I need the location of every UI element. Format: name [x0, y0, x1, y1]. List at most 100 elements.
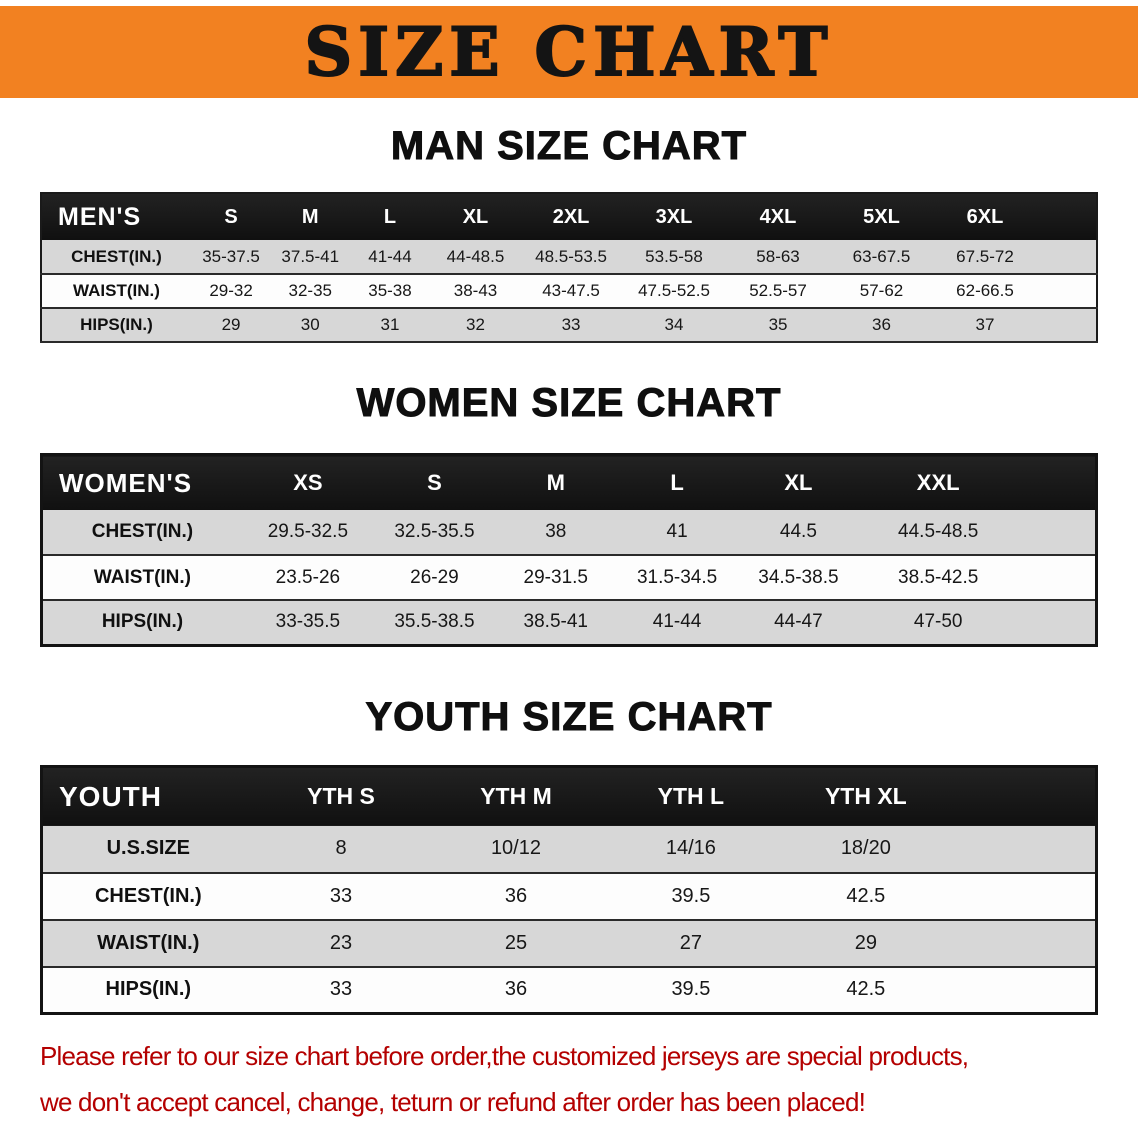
table-cell: 37: [975, 315, 995, 334]
spacer-cell: [1037, 308, 1097, 342]
table-cell: 58-63: [756, 246, 800, 266]
spacer-cell: [1017, 600, 1096, 645]
table-cell: 41-44: [652, 611, 702, 633]
table-cell: 39.5: [671, 884, 711, 907]
women-section: WOMEN SIZE CHART WOMEN'S XS S M L XL XXL CHEST(…: [0, 381, 1138, 647]
table-cell: 18/20: [840, 837, 891, 859]
table-cell: 44-47: [774, 611, 823, 633]
youth-heading: YOUTH SIZE CHART: [365, 694, 773, 739]
table-cell: 36: [504, 978, 528, 1001]
table-cell: 34: [664, 315, 684, 334]
table-row: CHEST(IN.) 33 36 39.5 42.5: [41, 872, 1097, 920]
table-row: U.S.SIZE 8 10/12 14/16 18/20: [41, 825, 1097, 873]
table-cell: 14/16: [665, 837, 716, 859]
spacer-cell: [1037, 274, 1097, 308]
table-cell: 10/12: [490, 837, 541, 859]
table-corner-label: MEN'S: [41, 193, 191, 240]
row-label: WAIST(IN.): [93, 566, 192, 588]
column-header: XL: [430, 193, 521, 240]
table-cell: 35: [768, 315, 788, 334]
table-cell: 25: [504, 931, 528, 954]
spacer-cell: [1017, 454, 1097, 510]
table-cell: 43-47.5: [542, 281, 600, 300]
table-cell: 29-32: [209, 281, 253, 300]
column-header: XS: [241, 454, 374, 510]
table-cell: 44.5: [779, 521, 817, 542]
table-cell: 33: [329, 978, 353, 1001]
row-label: CHEST(IN.): [91, 521, 194, 542]
table-row: WAIST(IN.) 23 25 27 29: [41, 919, 1097, 967]
column-header: 2XL: [520, 193, 622, 240]
table-cell: 34.5-38.5: [758, 566, 839, 588]
table-row: CHEST(IN.) 29.5-32.5 32.5-35.5 38 41 44.5 44.5…: [41, 510, 1097, 555]
table-cell: 27: [679, 931, 703, 954]
table-cell: 31: [380, 315, 400, 334]
column-header: YTH L: [603, 766, 779, 826]
column-header: L: [616, 454, 738, 510]
table-cell: 44-48.5: [446, 246, 505, 266]
column-header: 6XL: [933, 193, 1037, 240]
men-section: MAN SIZE CHART MEN'S S M L XL 2XL 3XL 4XL 5XL 6XL…: [0, 124, 1138, 343]
youth-size-table: YOUTH YTH S YTH M YTH L YTH XL U.S.SIZE 8 10/12…: [40, 764, 1098, 1015]
spacer-cell: [1017, 555, 1096, 600]
table-cell: 47.5-52.5: [638, 281, 710, 300]
table-header-row: MEN'S S M L XL 2XL 3XL 4XL 5XL 6XL: [41, 193, 1097, 240]
table-cell: 62-66.5: [956, 281, 1014, 300]
column-header: 5XL: [829, 193, 934, 240]
table-cell: 32: [466, 315, 485, 334]
table-cell: 8: [335, 837, 347, 859]
table-cell: 67.5-72: [956, 246, 1014, 266]
note-line-2: we don't accept cancel, change, teturn o…: [40, 1087, 866, 1117]
table-cell: 23: [329, 931, 353, 954]
table-row: HIPS(IN.) 33-35.5 35.5-38.5 38.5-41 41-44 44-…: [41, 600, 1097, 645]
table-row: WAIST(IN.) 23.5-26 26-29 29-31.5 31.5-34.5 34…: [41, 555, 1097, 600]
table-cell: 42.5: [846, 978, 886, 1001]
note-line-1: Please refer to our size chart before or…: [40, 1041, 969, 1071]
column-header: S: [190, 193, 272, 240]
table-cell: 52.5-57: [749, 281, 807, 300]
row-label: HIPS(IN.): [105, 978, 192, 1001]
order-note: Please refer to our size chart before or…: [40, 1033, 1138, 1125]
table-cell: 29: [854, 931, 877, 954]
column-header: S: [373, 454, 496, 510]
table-cell: 35-38: [368, 281, 412, 300]
table-header-row: YOUTH YTH S YTH M YTH L YTH XL: [41, 766, 1097, 826]
row-label: HIPS(IN.): [101, 611, 184, 633]
men-heading: MAN SIZE CHART: [390, 124, 748, 169]
spacer-cell: [953, 873, 1096, 920]
column-header: M: [495, 454, 617, 510]
column-header: L: [349, 193, 431, 240]
spacer-cell: [1036, 193, 1097, 240]
table-cell: 36: [872, 315, 891, 334]
table-cell: 37.5-41: [281, 246, 340, 266]
table-cell: 26-29: [410, 566, 459, 588]
page-title: SIZE CHART: [304, 13, 834, 91]
spacer-cell: [1017, 510, 1096, 555]
table-row: HIPS(IN.) 29 30 31 32 33 34 35 36 37: [41, 308, 1097, 342]
column-header: YTH S: [253, 766, 429, 826]
table-cell: 63-67.5: [852, 246, 911, 266]
table-cell: 41: [666, 521, 688, 542]
column-header: YTH M: [428, 766, 604, 826]
row-label: CHEST(IN.): [71, 246, 162, 266]
spacer-cell: [953, 826, 1096, 873]
column-header: M: [271, 193, 350, 240]
spacer-cell: [953, 967, 1096, 1014]
table-cell: 32-35: [288, 281, 332, 300]
table-cell: 53.5-58: [645, 246, 703, 266]
table-cell: 38.5-42.5: [898, 566, 979, 588]
column-header: YTH XL: [778, 766, 954, 826]
row-label: HIPS(IN.): [80, 315, 153, 334]
table-cell: 42.5: [846, 884, 886, 907]
table-row: HIPS(IN.) 33 36 39.5 42.5: [41, 966, 1097, 1014]
table-cell: 31.5-34.5: [636, 566, 718, 588]
table-corner-label: YOUTH: [41, 766, 254, 826]
row-label: U.S.SIZE: [106, 837, 190, 859]
spacer-cell: [953, 766, 1097, 826]
table-cell: 33: [561, 315, 581, 334]
table-row: WAIST(IN.) 29-32 32-35 35-38 38-43 43-47.5 47.…: [41, 274, 1097, 308]
table-cell: 41-44: [368, 246, 412, 266]
table-cell: 23.5-26: [275, 566, 341, 588]
table-cell: 29.5-32.5: [267, 521, 349, 542]
